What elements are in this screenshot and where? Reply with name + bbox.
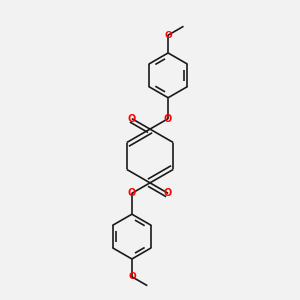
Text: O: O: [128, 114, 136, 124]
Text: O: O: [128, 272, 136, 281]
Text: O: O: [164, 114, 172, 124]
Text: O: O: [164, 31, 172, 40]
Text: O: O: [164, 188, 172, 198]
Text: O: O: [128, 188, 136, 198]
